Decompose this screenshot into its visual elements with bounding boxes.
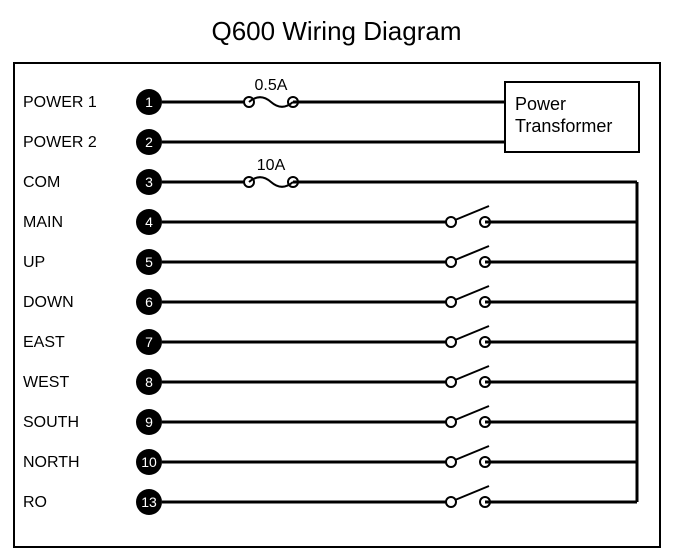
row-label: SOUTH [23, 414, 79, 431]
switch-contact-left [446, 217, 456, 227]
terminal-number: 10 [141, 454, 157, 470]
power-transformer-label-1: Power [515, 94, 566, 114]
terminal-number: 8 [145, 374, 153, 390]
row-label: MAIN [23, 214, 63, 231]
row-label: RO [23, 494, 47, 511]
switch-contact-left [446, 497, 456, 507]
row-label: NORTH [23, 454, 80, 471]
row-label: EAST [23, 334, 65, 351]
wiring-svg: POWER 1 1 0.5A POWER 2 2 COM 3 10A MAIN 4 UP 5 DOWN 6… [15, 64, 659, 546]
terminal-number: 9 [145, 414, 153, 430]
row-label: POWER 1 [23, 94, 97, 111]
switch-contact-left [446, 417, 456, 427]
terminal-number: 2 [145, 134, 153, 150]
terminal-number: 5 [145, 254, 153, 270]
fuse-label: 10A [257, 157, 286, 174]
power-transformer-label-2: Transformer [515, 116, 612, 136]
fuse-label: 0.5A [255, 77, 288, 94]
row-label: POWER 2 [23, 134, 97, 151]
diagram-frame: POWER 1 1 0.5A POWER 2 2 COM 3 10A MAIN 4 UP 5 DOWN 6… [13, 62, 661, 548]
terminal-number: 3 [145, 174, 153, 190]
row-label: WEST [23, 374, 69, 391]
diagram-title: Q600 Wiring Diagram [0, 16, 673, 47]
row-label: DOWN [23, 294, 74, 311]
terminal-number: 13 [141, 494, 157, 510]
switch-contact-left [446, 457, 456, 467]
row-label: UP [23, 254, 45, 271]
terminal-number: 6 [145, 294, 153, 310]
terminal-number: 7 [145, 334, 153, 350]
terminal-number: 4 [145, 214, 153, 230]
switch-contact-left [446, 257, 456, 267]
row-label: COM [23, 174, 60, 191]
terminal-number: 1 [145, 94, 153, 110]
switch-contact-left [446, 377, 456, 387]
switch-contact-left [446, 337, 456, 347]
switch-contact-left [446, 297, 456, 307]
